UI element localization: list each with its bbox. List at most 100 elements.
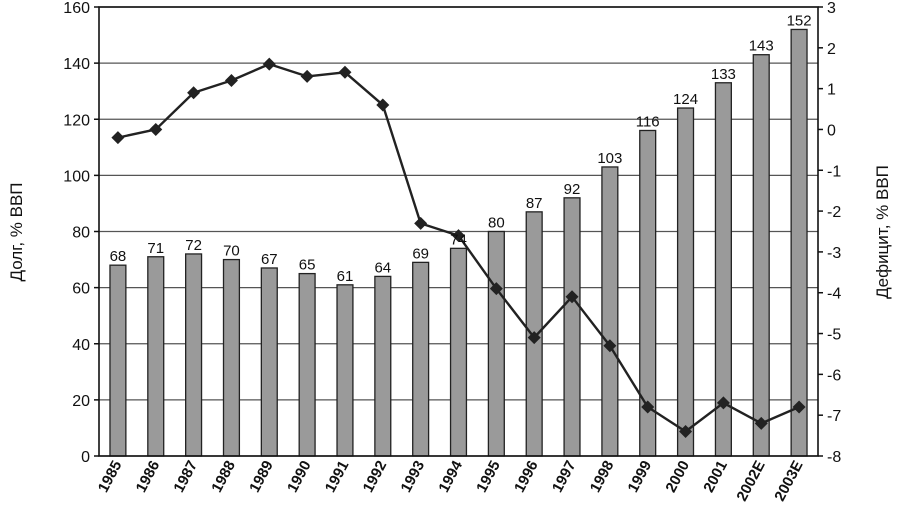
y-tick-label: 140 [63, 56, 90, 73]
y2-tick-label: -1 [827, 163, 841, 180]
bar-value-label: 124 [673, 91, 698, 108]
bar-value-label: 143 [749, 38, 774, 55]
y-tick-label: 120 [63, 112, 90, 129]
x-tick-label: 1985 [95, 458, 126, 495]
x-tick-label: 2002E [733, 458, 768, 504]
y2-tick-label: -2 [827, 204, 841, 221]
x-tick-label: 1994 [435, 457, 466, 495]
x-tick-label: 2000 [662, 458, 693, 495]
y2-tick-label: 3 [827, 0, 836, 17]
y2-tick-label: 2 [827, 41, 836, 58]
deficit-line [111, 57, 806, 439]
bar-value-label: 65 [299, 257, 316, 274]
y2-tick-label: -7 [827, 408, 841, 425]
y-tick-label: 0 [81, 449, 90, 466]
bar-value-label: 92 [564, 181, 581, 198]
bar [790, 28, 808, 457]
bar-value-label: 152 [787, 12, 812, 29]
bar-value-label: 67 [261, 251, 278, 268]
x-tick-label: 1997 [549, 458, 580, 495]
y2-tick-label: -3 [827, 245, 841, 262]
deficit-point [187, 86, 201, 100]
bar [601, 166, 619, 457]
bar-value-label: 74 [450, 231, 467, 248]
x-tick-label: 1991 [322, 458, 353, 495]
y-tick-label: 40 [72, 337, 90, 354]
bar-value-label: 116 [636, 113, 660, 130]
y-tick-label: 60 [72, 281, 90, 298]
x-tick-label: 2001 [700, 458, 731, 495]
y2-tick-label: -6 [827, 367, 841, 384]
bar-value-labels: 68 71 72 70 67 65 61 64 69 74 80 87 92 103 116 124 133 14… [110, 12, 812, 284]
bar-value-label: 72 [185, 237, 202, 254]
deficit-point [716, 396, 730, 410]
y-tick-label: 80 [72, 225, 90, 242]
deficit-point [452, 229, 465, 243]
deficit-point [300, 69, 314, 83]
bar [752, 54, 770, 457]
bar-value-label: 87 [526, 195, 543, 212]
x-tick-label: 1999 [625, 458, 656, 495]
bar-value-label: 64 [374, 259, 391, 276]
x-tick-label: 1993 [398, 458, 429, 495]
bar-value-label: 133 [711, 66, 736, 83]
deficit-point [489, 282, 503, 296]
bar [412, 261, 430, 457]
bar-value-label: 71 [147, 240, 164, 257]
bar-value-label: 69 [412, 245, 429, 262]
y2-tick-label: 0 [827, 122, 836, 139]
bar [298, 272, 316, 457]
bar [563, 197, 581, 457]
bar [374, 275, 392, 457]
y-tick-label: 160 [63, 0, 90, 17]
x-tick-label: 1990 [284, 458, 315, 495]
bar [676, 107, 695, 457]
y-axis-label-left: Долг, % ВВП [7, 182, 26, 281]
deficit-point [792, 400, 806, 414]
bar-value-label: 103 [597, 150, 622, 167]
bar [336, 284, 354, 457]
bar [487, 230, 505, 457]
deficit-point [338, 65, 352, 79]
x-tick-label: 1989 [246, 458, 277, 495]
x-tick-label: 1987 [170, 458, 201, 495]
deficit-point [603, 339, 617, 353]
deficit-point [149, 122, 163, 136]
plot-frame [98, 6, 819, 457]
x-tick-label: 1996 [511, 458, 542, 495]
bar [109, 264, 127, 457]
bar-value-label: 68 [110, 248, 127, 265]
deficit-point [414, 216, 428, 230]
deficit-point [565, 290, 579, 304]
deficit-point [641, 400, 655, 414]
x-tick-label: 1995 [473, 458, 504, 495]
bar [260, 267, 278, 457]
bar-value-label: 80 [488, 215, 505, 232]
x-tick-label: 1998 [587, 458, 618, 495]
bar [147, 256, 165, 457]
y2-tick-label: 1 [827, 82, 836, 99]
y2-tick-label: -4 [827, 286, 841, 303]
deficit-point [527, 331, 541, 345]
deficit-point [262, 57, 276, 71]
y-axis-label-right: Дефицит, % ВВП [873, 165, 892, 299]
bars [109, 28, 808, 457]
bar [449, 247, 468, 457]
y2-tick-label: -5 [827, 327, 841, 344]
bar-value-label: 61 [337, 268, 354, 285]
deficit-point [376, 98, 390, 112]
x-tick-label: 1986 [133, 458, 164, 495]
bar [185, 253, 203, 457]
deficit-point [679, 425, 693, 439]
y2-tick-label: -8 [827, 449, 841, 466]
x-tick-label: 1988 [208, 458, 239, 495]
x-tick-label: 2003E [771, 458, 806, 504]
deficit-point [754, 416, 768, 430]
deficit-point [111, 131, 125, 145]
deficit-point [224, 73, 238, 87]
x-tick-label: 1992 [360, 458, 391, 495]
bar-value-label: 70 [223, 243, 240, 260]
bar [222, 258, 241, 457]
y-tick-label: 100 [63, 168, 90, 185]
